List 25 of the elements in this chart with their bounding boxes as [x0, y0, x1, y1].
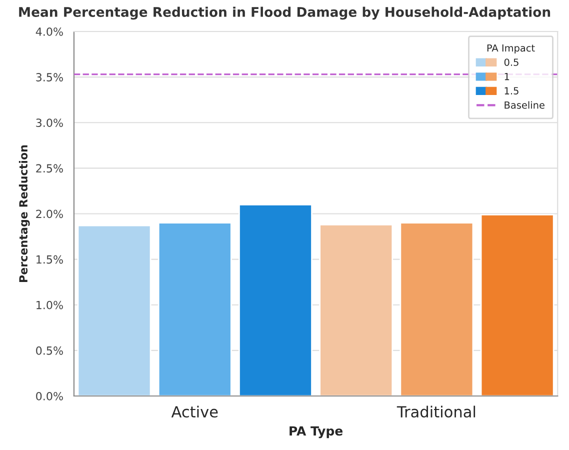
bar	[480, 214, 554, 396]
x-tick-label: Traditional	[396, 406, 476, 418]
y-tick-label: 3.5%	[36, 73, 63, 82]
bar	[158, 222, 232, 396]
legend-label: 1.5	[504, 87, 518, 94]
legend-label: 0.5	[504, 58, 518, 66]
y-tick-label: 3.0%	[36, 118, 63, 128]
x-axis-title: PA Type	[290, 426, 343, 438]
bar	[319, 224, 394, 396]
y-tick-label: 4.0%	[36, 27, 63, 36]
y-tick-label: 2.0%	[36, 210, 63, 218]
x-tick-label: Active	[171, 406, 218, 418]
y-tick-label: 1.5%	[36, 255, 63, 264]
bar	[77, 224, 152, 396]
chart-title: Mean Percentage Reduction in Flood Damage by Household-Adaptation	[19, 6, 550, 20]
bar	[238, 204, 312, 396]
legend-label: Baseline	[504, 101, 544, 109]
y-tick-label: 2.5%	[36, 164, 63, 173]
y-tick-label: 0.5%	[36, 346, 63, 355]
y-tick-label: 0.0%	[36, 392, 63, 400]
y-axis-title: Percentage Reduction	[18, 145, 30, 282]
y-tick-label: 1.0%	[36, 300, 63, 310]
legend-label: 1	[504, 72, 510, 80]
legend-title: PA Impact	[487, 44, 535, 54]
bar	[400, 222, 474, 396]
